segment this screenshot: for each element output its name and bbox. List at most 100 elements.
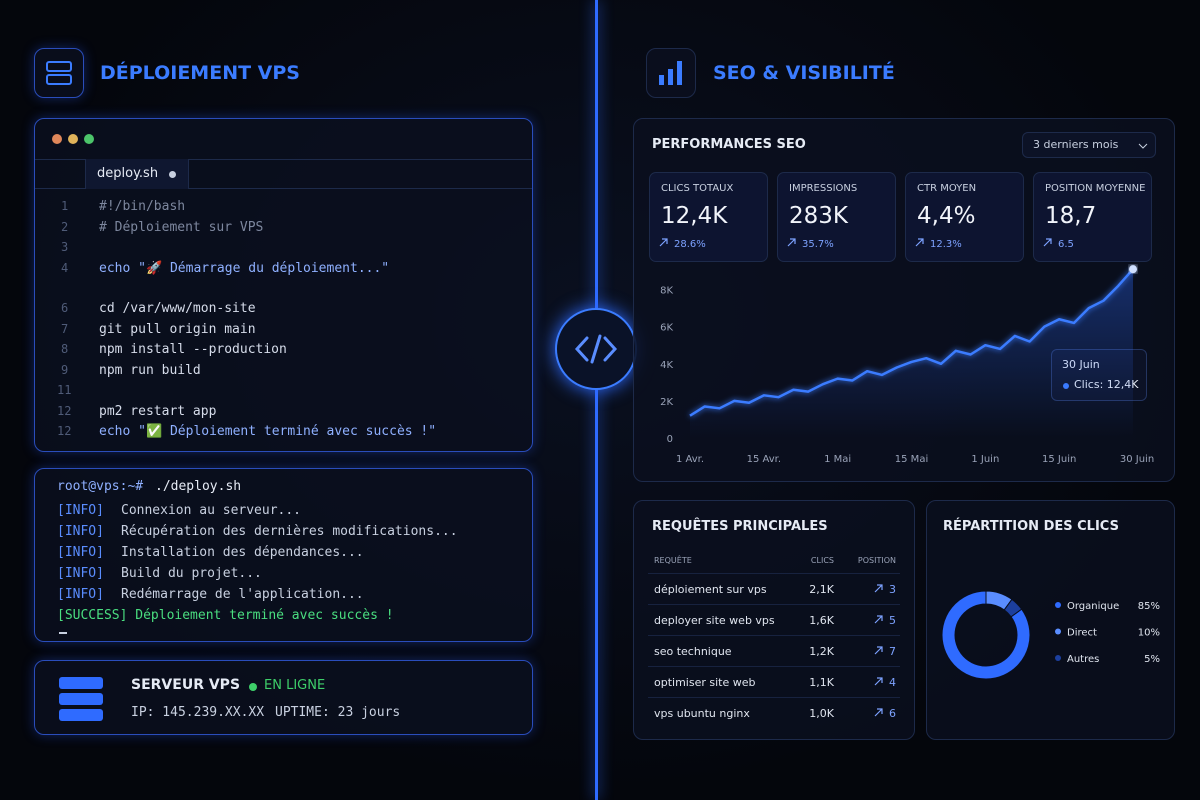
- divider: [595, 0, 598, 800]
- tooltip-text: Clics: 12,4K: [1074, 378, 1139, 391]
- table-cell: 1,0K: [809, 707, 834, 720]
- code-badge: [555, 308, 637, 390]
- kpi-card: CTR MOYEN 4,4% 12.3%: [905, 172, 1024, 262]
- query: vps ubuntu nginx: [654, 707, 750, 720]
- tooltip-dot: [1063, 383, 1069, 389]
- kpi-label: IMPRESSIONS: [789, 183, 858, 194]
- query: optimiser site web: [654, 676, 756, 689]
- code-icon: [574, 334, 618, 364]
- log-text: Installation des dépendances...: [121, 545, 364, 560]
- table-cell: 1,6K: [809, 614, 834, 627]
- query: déploiement sur vps: [654, 583, 767, 596]
- tooltip-date: 30 Juin: [1062, 358, 1100, 371]
- code-line: echo "✅ Déploiement terminé avec succès …: [99, 424, 437, 439]
- tab-bar: [35, 159, 532, 189]
- panel-title: REQUÊTES PRINCIPALES: [652, 519, 828, 534]
- code-line: #!/bin/bash: [99, 199, 186, 214]
- row-divider: [648, 666, 900, 667]
- table-cell: 5: [889, 614, 896, 627]
- log-text: Redémarrage de l'application...: [121, 587, 364, 602]
- table-cell: 1,1K: [809, 676, 834, 689]
- line-number: 2: [61, 219, 69, 234]
- log-text: Récupération des dernières modifications…: [121, 524, 458, 539]
- code-line: cd /var/www/mon-site: [99, 301, 256, 316]
- log-text: Connexion au serveur...: [121, 503, 302, 518]
- kpi-card: CLICS TOTAUX 12,4K 28.6%: [649, 172, 768, 262]
- log-tag: [INFO]: [57, 503, 104, 518]
- kpi-label: CLICS TOTAUX: [661, 183, 734, 194]
- query: seo technique: [654, 645, 732, 658]
- table-cell: 3: [889, 583, 896, 596]
- line-number: 8: [61, 342, 69, 356]
- kpi-change: 6.5: [1058, 239, 1074, 250]
- row-divider: [648, 604, 900, 605]
- table-cell: 7: [889, 645, 896, 658]
- chart-icon: [659, 61, 682, 85]
- row-divider: [648, 635, 900, 636]
- log-tag: [INFO]: [57, 545, 104, 560]
- kpi-change: 28.6%: [674, 239, 706, 250]
- line-number: 7: [61, 321, 69, 336]
- chevron: [1138, 143, 1148, 149]
- editor: deploy.sh 1 #!/bin/bash 2 # Déploiement sur…: [34, 118, 533, 452]
- log-success: [SUCCESS] Déploiement terminé avec succè…: [57, 608, 394, 623]
- kpi-card: IMPRESSIONS 283K 35.7%: [777, 172, 896, 262]
- kpi-value: 283K: [789, 203, 848, 229]
- cursor: [59, 632, 67, 634]
- code-line: npm run build: [99, 362, 201, 378]
- log-tag: [INFO]: [57, 524, 104, 539]
- line-number: 4: [61, 260, 69, 275]
- kpi-label: POSITION MOYENNE: [1045, 183, 1146, 194]
- kpi-label: CTR MOYEN: [917, 183, 977, 194]
- performance-panel: PERFORMANCES SEO 3 derniers mois CLICS T…: [633, 118, 1175, 482]
- ip: IP: 145.239.XX.XX: [131, 705, 265, 720]
- line-number: 12: [57, 403, 72, 418]
- icon-box: [34, 48, 84, 98]
- table-header: POSITION: [857, 556, 896, 565]
- queries-panel: REQUÊTES PRINCIPALES REQUÊTE CLICS POSITION…: [633, 500, 915, 740]
- log-tag: [INFO]: [57, 587, 104, 602]
- row-divider: [648, 697, 900, 698]
- table-header: REQUÊTE: [654, 556, 692, 565]
- kpi-change: 12.3%: [930, 239, 962, 250]
- query: deployer site web vps: [654, 614, 775, 627]
- line-number: 11: [57, 383, 72, 397]
- line-number: 3: [61, 240, 69, 254]
- kpi-value: 18,7: [1045, 203, 1097, 229]
- terminal: root@vps:~# ./deploy.sh [INFO] Connexion au…: [34, 468, 533, 642]
- section-title: SEO & VISIBILITÉ: [713, 62, 895, 84]
- code-line: echo "🚀 Démarrage du déploiement...": [99, 260, 390, 276]
- code-line: pm2 restart app: [99, 403, 217, 419]
- server-icon: [59, 677, 103, 721]
- window-dots: [52, 134, 94, 144]
- table-cell: 6: [889, 707, 896, 720]
- prompt: root@vps:~#: [57, 479, 144, 494]
- line-number: 6: [61, 301, 69, 315]
- panel-title: RÉPARTITION DES CLICS: [943, 519, 1119, 534]
- kpi-change: 35.7%: [802, 239, 834, 250]
- tooltip: 30 Juin Clics: 12,4K: [1051, 349, 1147, 401]
- kpi-card: POSITION MOYENNE 18,7 6.5: [1033, 172, 1152, 262]
- distribution-panel: RÉPARTITION DES CLICS: [926, 500, 1175, 740]
- tab-label[interactable]: deploy.sh: [97, 166, 159, 181]
- line-number: 1: [61, 199, 69, 213]
- server-card: SERVEUR VPS EN LIGNE IP: 145.239.XX.XX U…: [34, 660, 533, 735]
- panel-title: PERFORMANCES SEO: [652, 137, 806, 152]
- status-dot: [249, 683, 257, 691]
- section-title: DÉPLOIEMENT VPS: [100, 62, 300, 84]
- log-text: Build du projet...: [121, 566, 262, 581]
- code-line: npm install --production: [99, 342, 287, 357]
- table-cell: 1,2K: [809, 645, 834, 658]
- kpi-value: 12,4K: [661, 203, 728, 229]
- log-tag: [INFO]: [57, 566, 104, 581]
- period-label[interactable]: 3 derniers mois: [1033, 138, 1119, 151]
- period-select[interactable]: 3 derniers mois: [1022, 132, 1156, 158]
- status: EN LIGNE: [264, 678, 326, 693]
- uptime: UPTIME: 23 jours: [275, 705, 401, 720]
- line-number: 12: [57, 424, 72, 438]
- icon-box: [646, 48, 696, 98]
- row-divider: [648, 573, 900, 574]
- server-name: SERVEUR VPS: [131, 677, 241, 693]
- table-header: CLICS: [810, 556, 834, 565]
